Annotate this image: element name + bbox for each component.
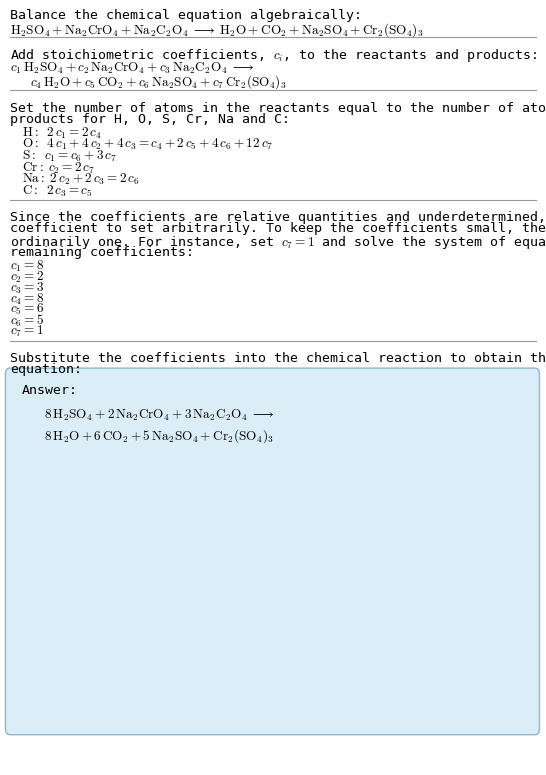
Text: $c_1\,\mathrm{H_2SO_4} + c_2\,\mathrm{Na_2CrO_4} + c_3\,\mathrm{Na_2C_2O_4}\;\lo: $c_1\,\mathrm{H_2SO_4} + c_2\,\mathrm{Na…	[10, 60, 254, 76]
Text: remaining coefficients:: remaining coefficients:	[10, 246, 194, 259]
Text: $8\,\mathrm{H_2SO_4} + 2\,\mathrm{Na_2CrO_4} + 3\,\mathrm{Na_2C_2O_4}\;\longrigh: $8\,\mathrm{H_2SO_4} + 2\,\mathrm{Na_2Cr…	[44, 408, 275, 423]
Text: $\mathrm{H_2SO_4 + Na_2CrO_4 + Na_2C_2O_4 \;\longrightarrow\; H_2O + CO_2 + Na_2: $\mathrm{H_2SO_4 + Na_2CrO_4 + Na_2C_2O_…	[10, 21, 424, 39]
Text: $c_1 = 8$: $c_1 = 8$	[10, 259, 44, 274]
Text: Balance the chemical equation algebraically:: Balance the chemical equation algebraica…	[10, 9, 362, 22]
Text: $c_5 = 6$: $c_5 = 6$	[10, 302, 44, 318]
Text: Set the number of atoms in the reactants equal to the number of atoms in the: Set the number of atoms in the reactants…	[10, 102, 546, 115]
Text: $c_2 = 2$: $c_2 = 2$	[10, 270, 44, 285]
Text: $c_4 = 8$: $c_4 = 8$	[10, 291, 44, 307]
Text: $\mathrm{Cr{:}}\; c_2 = 2\,c_7$: $\mathrm{Cr{:}}\; c_2 = 2\,c_7$	[22, 160, 95, 176]
Text: Since the coefficients are relative quantities and underdetermined, choose a: Since the coefficients are relative quan…	[10, 211, 546, 224]
Text: Add stoichiometric coefficients, $c_i$, to the reactants and products:: Add stoichiometric coefficients, $c_i$, …	[10, 46, 537, 64]
Text: $c_6 = 5$: $c_6 = 5$	[10, 313, 44, 329]
Text: $\mathrm{C{:}}\;\; 2\,c_3 = c_5$: $\mathrm{C{:}}\;\; 2\,c_3 = c_5$	[22, 184, 92, 199]
Text: $c_7 = 1$: $c_7 = 1$	[10, 324, 43, 339]
Text: $c_3 = 3$: $c_3 = 3$	[10, 281, 44, 296]
Text: $\mathrm{O{:}}\;\; 4\,c_1 + 4\,c_2 + 4\,c_3 = c_4 + 2\,c_5 + 4\,c_6 + 12\,c_7$: $\mathrm{O{:}}\;\; 4\,c_1 + 4\,c_2 + 4\,…	[22, 137, 273, 153]
Text: $8\,\mathrm{H_2O} + 6\,\mathrm{CO_2} + 5\,\mathrm{Na_2SO_4} + \mathrm{Cr_2(SO_4): $8\,\mathrm{H_2O} + 6\,\mathrm{CO_2} + 5…	[44, 427, 274, 445]
FancyBboxPatch shape	[5, 368, 539, 735]
Text: Answer:: Answer:	[22, 384, 78, 398]
Text: $\mathrm{Na{:}}\; 2\,c_2 + 2\,c_3 = 2\,c_6$: $\mathrm{Na{:}}\; 2\,c_2 + 2\,c_3 = 2\,c…	[22, 172, 139, 188]
Text: coefficient to set arbitrarily. To keep the coefficients small, the arbitrary va: coefficient to set arbitrarily. To keep …	[10, 222, 546, 236]
Text: Substitute the coefficients into the chemical reaction to obtain the balanced: Substitute the coefficients into the che…	[10, 352, 546, 365]
Text: $c_4\,\mathrm{H_2O} + c_5\,\mathrm{CO_2} + c_6\,\mathrm{Na_2SO_4} + c_7\,\mathrm: $c_4\,\mathrm{H_2O} + c_5\,\mathrm{CO_2}…	[30, 73, 287, 91]
Text: equation:: equation:	[10, 363, 82, 377]
Text: ordinarily one. For instance, set $c_7 = 1$ and solve the system of equations fo: ordinarily one. For instance, set $c_7 =…	[10, 234, 546, 251]
Text: $\mathrm{S{:}}\;\; c_1 = c_6 + 3\,c_7$: $\mathrm{S{:}}\;\; c_1 = c_6 + 3\,c_7$	[22, 149, 117, 164]
Text: $\mathrm{H{:}}\;\; 2\,c_1 = 2\,c_4$: $\mathrm{H{:}}\;\; 2\,c_1 = 2\,c_4$	[22, 126, 102, 141]
Text: products for H, O, S, Cr, Na and C:: products for H, O, S, Cr, Na and C:	[10, 113, 290, 126]
